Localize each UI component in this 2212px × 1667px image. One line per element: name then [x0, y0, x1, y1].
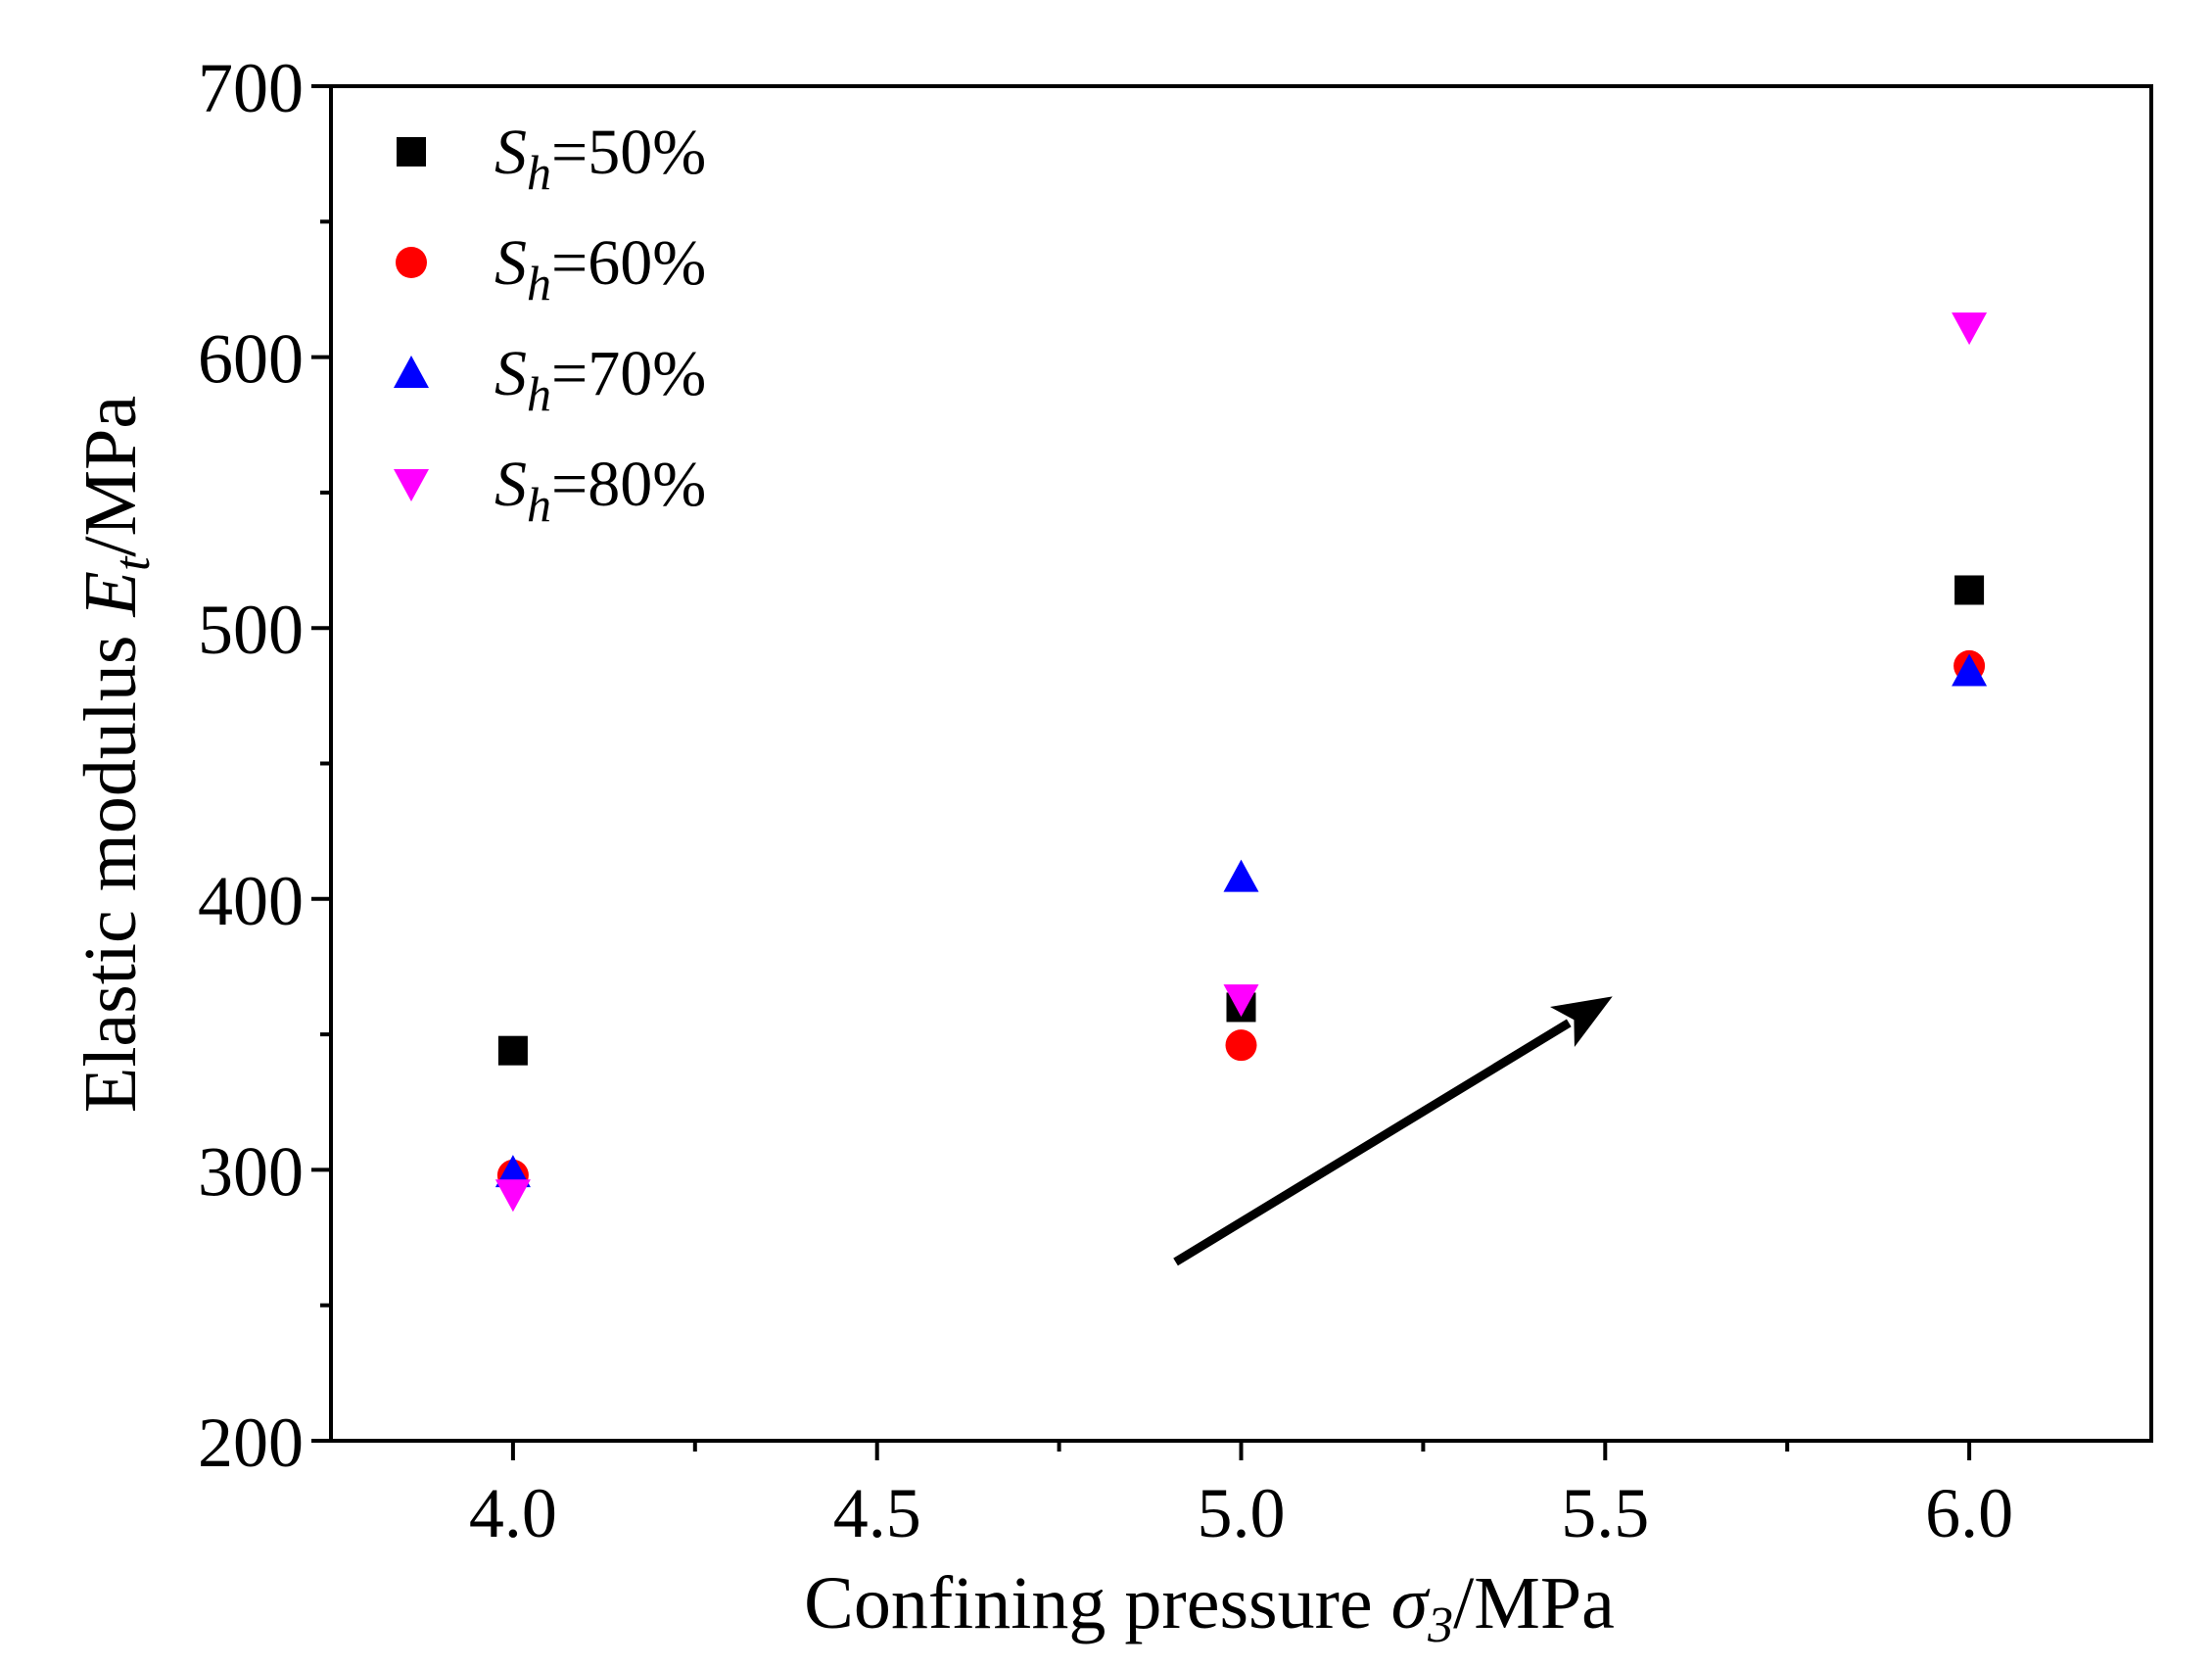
data-point-square — [1954, 575, 1985, 605]
y-tick-label: 700 — [198, 49, 304, 127]
y-tick-label: 600 — [198, 320, 304, 399]
data-point-circle — [1225, 1029, 1257, 1062]
arrow-head — [1549, 996, 1613, 1048]
ticks — [311, 84, 1972, 1460]
legend: Sh=50% Sh=60% Sh=70% Sh=80% — [394, 117, 706, 532]
legend-marker-triangle-up — [394, 356, 429, 388]
x-axis-title: Confining pressure σ3/MPa — [804, 1562, 1615, 1653]
y-axis-subscript: t — [105, 555, 161, 571]
x-tick-label: 4.0 — [469, 1474, 557, 1552]
legend-label: Sh=50% — [494, 117, 706, 200]
x-tick-label: 5.0 — [1198, 1474, 1286, 1552]
tick-labels: 4.0 4.5 5.0 5.5 6.0 200 300 400 500 600 700 — [198, 49, 2013, 1552]
data-points — [494, 312, 1988, 1213]
x-tick-label: 4.5 — [833, 1474, 921, 1552]
legend-label: Sh=80% — [494, 449, 706, 532]
data-point-triangle-up — [494, 1155, 531, 1188]
trend-arrow — [1173, 996, 1613, 1266]
y-axis-symbol: E — [70, 571, 152, 617]
legend-marker-circle — [396, 247, 427, 278]
legend-label: Sh=60% — [494, 227, 706, 310]
data-point-triangle-down — [494, 1179, 531, 1213]
y-tick-label: 300 — [198, 1132, 304, 1211]
y-tick-label: 400 — [198, 862, 304, 940]
data-point-triangle-down — [1223, 984, 1259, 1018]
y-tick-label: 200 — [198, 1404, 304, 1482]
y-tick-label: 500 — [198, 591, 304, 669]
arrow-shaft — [1173, 1019, 1572, 1266]
x-axis-subscript: 3 — [1427, 1597, 1453, 1653]
legend-marker-square — [397, 137, 426, 167]
data-point-square — [497, 1035, 528, 1066]
x-tick-label: 5.5 — [1561, 1474, 1649, 1552]
data-point-triangle-up — [1952, 653, 1988, 687]
y-axis-title: Elastic modulus Et/MPa — [70, 396, 161, 1113]
x-axis-symbol: σ — [1391, 1562, 1431, 1644]
legend-label: Sh=70% — [494, 338, 706, 421]
legend-marker-triangle-down — [394, 469, 429, 501]
data-point-triangle-up — [1223, 859, 1259, 892]
x-tick-label: 6.0 — [1925, 1474, 2013, 1552]
data-point-triangle-down — [1952, 312, 1988, 346]
